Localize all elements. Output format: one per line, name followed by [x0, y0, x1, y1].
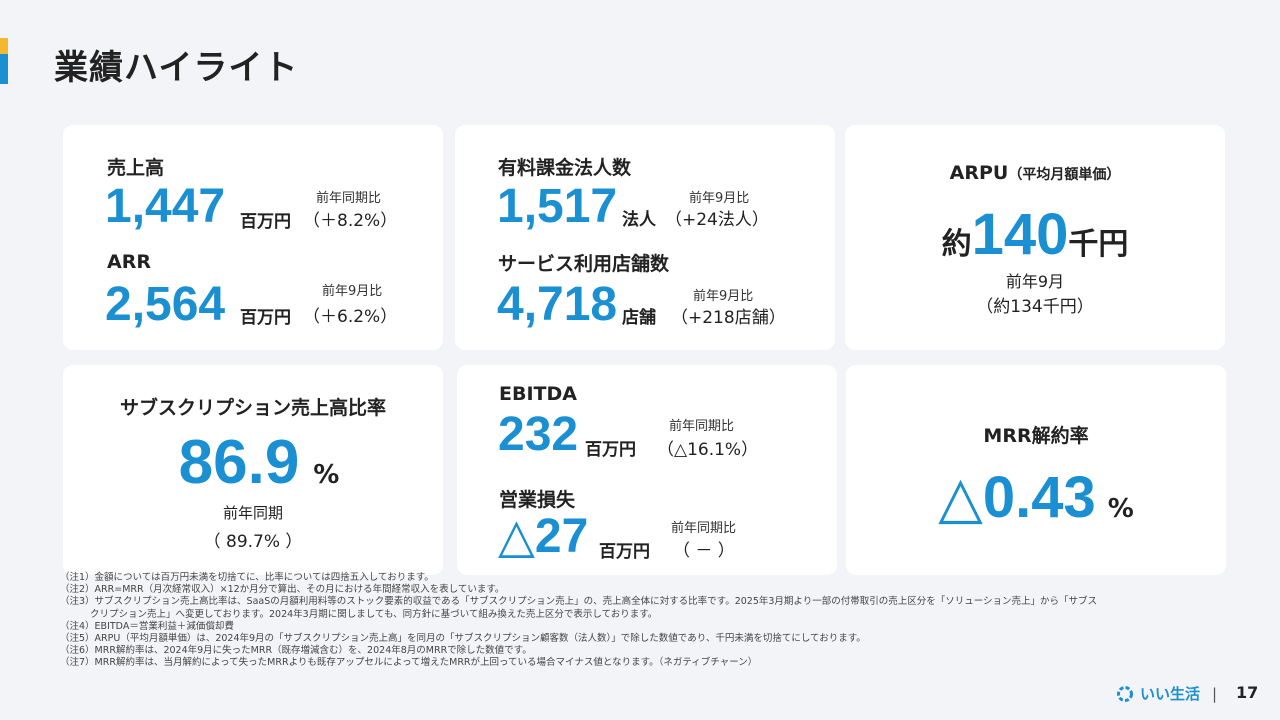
operating-loss-compare-heading: 前年同期比	[671, 521, 737, 536]
footnote-7: （注7）MRR解約率は、当月解約によって失ったMRRよりも既存アップセルによって…	[60, 657, 758, 669]
arpu-label-sub: （平均月額単価）	[1008, 167, 1121, 183]
paying-corporations-compare-heading: 前年9月比	[689, 191, 750, 206]
arpu-label-main: ARPU	[949, 162, 1009, 184]
logo-mark-icon	[1117, 685, 1133, 702]
arr-label: ARR	[107, 251, 151, 273]
footnote-1: （注1）金額については百万円未満を切捨てに、比率については四捨五入しております。	[60, 572, 434, 583]
company-logo: いい生活 |	[1116, 683, 1227, 704]
subscription-ratio-unit: %	[313, 460, 340, 490]
footer-separator: |	[1212, 684, 1218, 703]
footnotes: （注1）金額については百万円未満を切捨てに、比率については四捨五入しております。…	[60, 572, 1230, 670]
operating-loss-label: 営業損失	[499, 489, 576, 511]
operating-loss-compare-value: （ － ）	[673, 541, 735, 561]
ebitda-label: EBITDA	[499, 383, 577, 405]
arpu-compare-value: （約134千円）	[976, 297, 1094, 317]
title-accent-bar	[0, 38, 8, 84]
page-title: 業績ハイライト	[54, 48, 299, 88]
page-number: 17	[1236, 683, 1259, 702]
footnote-3: （注3）サブスクリプション売上高比率は、SaaSの月額利用料等のストック要素的収…	[60, 596, 1098, 608]
arr-unit: 百万円	[240, 308, 291, 328]
footnote-5: （注5）ARPU（平均月額単価）は、2024年9月の「サブスクリプション売上高」…	[60, 633, 866, 645]
arpu-value: 140	[971, 202, 1069, 267]
ebitda-compare-value: （△16.1%）	[657, 440, 759, 460]
subscription-ratio-label: サブスクリプション売上高比率	[119, 397, 386, 419]
arr-compare-value: （＋6.2%）	[303, 307, 398, 327]
stores-label: サービス利用店舗数	[498, 253, 670, 275]
subscription-ratio-row: 86.9%	[63, 427, 443, 498]
card-revenue-arr: 売上高 1,447 百万円 前年同期比 （＋8.2%） ARR 2,564 百万…	[63, 125, 443, 350]
revenue-label: 売上高	[107, 157, 165, 179]
arpu-compare-heading: 前年9月	[1005, 272, 1065, 291]
card-arpu: ARPU（平均月額単価） 約140千円 前年9月 （約134千円）	[845, 125, 1225, 350]
subscription-ratio-compare-value: （ 89.7% ）	[203, 532, 303, 552]
ebitda-value: 232	[498, 408, 579, 461]
mrr-churn-label: MRR解約率	[983, 425, 1089, 447]
operating-loss-value: △27	[498, 510, 589, 563]
revenue-compare-heading: 前年同期比	[316, 191, 382, 206]
stores-value: 4,718	[497, 278, 618, 331]
operating-loss-unit: 百万円	[599, 542, 650, 562]
paying-corporations-value: 1,517	[497, 180, 618, 233]
mrr-churn-unit: %	[1107, 494, 1134, 524]
logo-text: いい生活	[1140, 685, 1201, 703]
footnote-3-continued: クリプション売上」へ変更しております。2024年3月期に関しましても、同方針に基…	[90, 608, 658, 620]
card-subscription-ratio: サブスクリプション売上高比率 86.9% 前年同期 （ 89.7% ）	[63, 365, 443, 575]
footnote-2: （注2）ARR=MRR（月次経常収入）×12か月分で算出、その月における年間経常…	[60, 584, 505, 596]
arr-compare-heading: 前年9月比	[322, 284, 383, 299]
arpu-unit: 千円	[1068, 227, 1129, 262]
card-ebitda-operating-loss: EBITDA 232 百万円 前年同期比 （△16.1%） 営業損失 △27 百…	[457, 365, 837, 575]
arpu-prefix: 約	[941, 227, 972, 262]
card-customers-stores: 有料課金法人数 1,517 法人 前年9月比 （+24法人） サービス利用店舗数…	[455, 125, 835, 350]
subscription-ratio-value: 86.9	[178, 428, 300, 497]
revenue-value: 1,447	[105, 180, 226, 233]
mrr-churn-row: △0.43%	[846, 463, 1226, 531]
footnote-4: （注4）EBITDA＝営業利益＋減価償却費	[60, 620, 234, 632]
paying-corporations-unit: 法人	[622, 210, 656, 230]
footnote-6: （注6）MRR解約率は、2024年9月に失ったMRR（既存増減含む）を、2024…	[60, 645, 532, 657]
paying-corporations-label: 有料課金法人数	[498, 157, 632, 179]
card-mrr-churn: MRR解約率 △0.43%	[846, 365, 1226, 575]
ebitda-compare-heading: 前年同期比	[669, 419, 735, 434]
revenue-compare-value: （＋8.2%）	[303, 211, 398, 231]
stores-compare-value: （+218店舗）	[671, 308, 786, 328]
arpu-value-row: 約140千円	[845, 201, 1225, 268]
revenue-unit: 百万円	[240, 212, 291, 232]
subscription-ratio-compare-heading: 前年同期	[222, 504, 283, 522]
stores-compare-heading: 前年9月比	[693, 289, 754, 304]
paying-corporations-compare-value: （+24法人）	[665, 210, 769, 230]
stores-unit: 店舗	[622, 308, 656, 328]
arr-value: 2,564	[105, 278, 226, 331]
arpu-label: ARPU（平均月額単価）	[845, 162, 1225, 184]
mrr-churn-value: △0.43	[938, 465, 1096, 530]
ebitda-unit: 百万円	[585, 440, 636, 460]
